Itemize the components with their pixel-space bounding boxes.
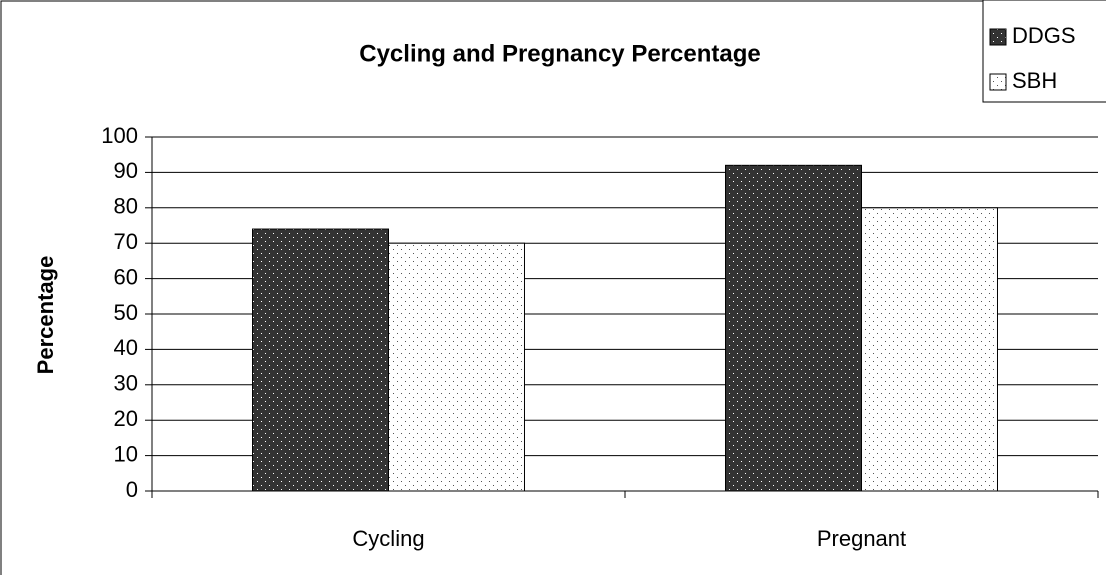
bar bbox=[861, 207, 998, 492]
y-tick-label: 30 bbox=[114, 371, 138, 396]
legend-swatch bbox=[989, 28, 1007, 46]
y-tick-label: 70 bbox=[114, 229, 138, 254]
x-tick-label: Pregnant bbox=[817, 526, 906, 551]
bar bbox=[252, 228, 389, 492]
x-tick-label: Cycling bbox=[352, 526, 424, 551]
y-tick-label: 50 bbox=[114, 300, 138, 325]
y-axis-label: Percentage bbox=[33, 256, 58, 375]
bar bbox=[725, 164, 863, 492]
y-tick-label: 60 bbox=[114, 264, 138, 289]
chart-title: Cycling and Pregnancy Percentage bbox=[359, 40, 760, 67]
y-tick-label: 10 bbox=[114, 441, 138, 466]
y-tick-label: 40 bbox=[114, 335, 138, 360]
legend-swatch bbox=[989, 73, 1007, 91]
legend-label: DDGS bbox=[1012, 23, 1076, 48]
legend-label: SBH bbox=[1012, 68, 1057, 93]
y-tick-label: 100 bbox=[101, 123, 138, 148]
bar bbox=[388, 242, 525, 492]
y-tick-label: 20 bbox=[114, 406, 138, 431]
y-tick-label: 80 bbox=[114, 194, 138, 219]
y-tick-label: 0 bbox=[126, 477, 138, 502]
y-tick-label: 90 bbox=[114, 158, 138, 183]
